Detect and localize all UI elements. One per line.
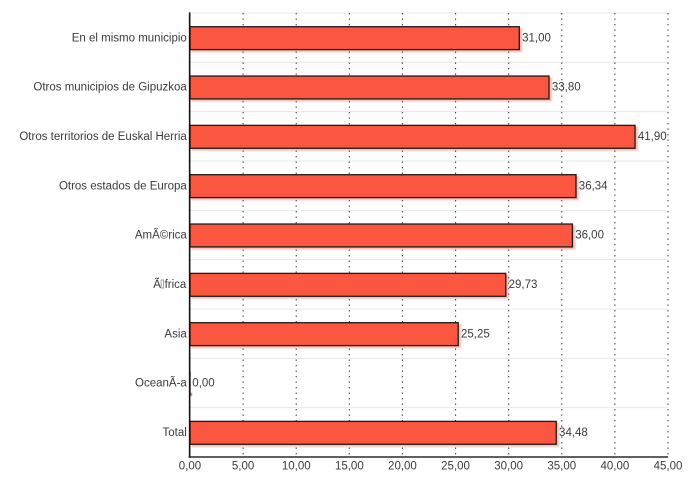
svg-text:Total: Total bbox=[163, 427, 187, 439]
svg-text:Otros municipios de Gipuzkoa: Otros municipios de Gipuzkoa bbox=[33, 82, 187, 94]
svg-text:45,00: 45,00 bbox=[654, 461, 683, 473]
svg-text:Asia: Asia bbox=[164, 328, 187, 340]
svg-text:34,48: 34,48 bbox=[559, 427, 588, 439]
svg-text:25,25: 25,25 bbox=[461, 328, 490, 340]
svg-text:36,00: 36,00 bbox=[575, 230, 604, 242]
svg-text:OceanÃ-a: OceanÃ-a bbox=[135, 377, 187, 390]
svg-text:41,90: 41,90 bbox=[638, 131, 667, 143]
svg-text:Otros territorios de Euskal He: Otros territorios de Euskal Herria bbox=[19, 131, 187, 143]
svg-text:31,00: 31,00 bbox=[522, 32, 551, 44]
svg-text:5,00: 5,00 bbox=[232, 461, 254, 473]
svg-text:35,00: 35,00 bbox=[547, 461, 576, 473]
svg-text:Otros estados de Europa: Otros estados de Europa bbox=[59, 180, 187, 192]
svg-text:En el mismo municipio: En el mismo municipio bbox=[72, 32, 187, 44]
svg-text:29,73: 29,73 bbox=[509, 279, 538, 291]
svg-text:10,00: 10,00 bbox=[282, 461, 311, 473]
svg-text:40,00: 40,00 bbox=[600, 461, 629, 473]
svg-text:0,00: 0,00 bbox=[179, 461, 201, 473]
svg-text:25,00: 25,00 bbox=[441, 461, 470, 473]
svg-text:AmÃ©rica: AmÃ©rica bbox=[135, 229, 188, 242]
svg-text:33,80: 33,80 bbox=[552, 82, 581, 94]
svg-text:Ã: Ã bbox=[153, 278, 161, 291]
svg-text:frica: frica bbox=[165, 279, 187, 291]
svg-text:20,00: 20,00 bbox=[388, 461, 417, 473]
svg-text:36,34: 36,34 bbox=[579, 180, 608, 192]
svg-text:0,00: 0,00 bbox=[192, 378, 214, 390]
svg-text:15,00: 15,00 bbox=[335, 461, 364, 473]
svg-text:30,00: 30,00 bbox=[494, 461, 523, 473]
